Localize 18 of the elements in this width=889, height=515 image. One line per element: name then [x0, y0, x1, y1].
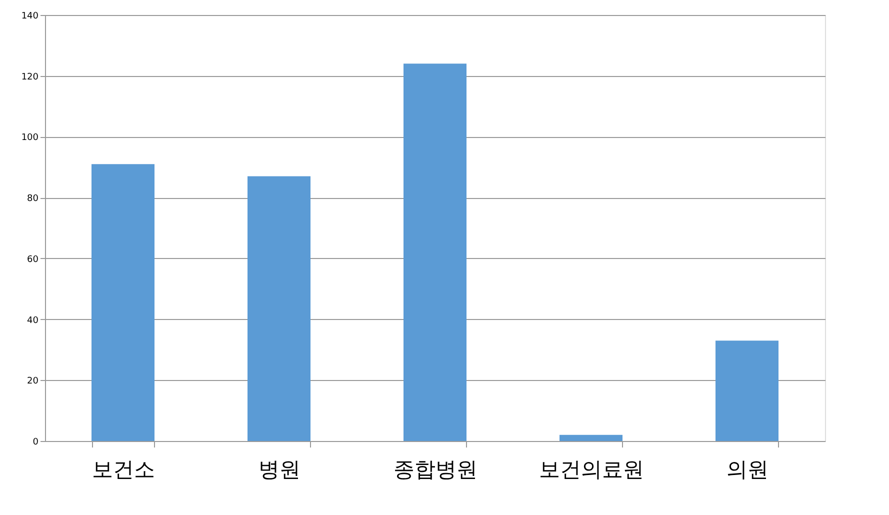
y-tick-label: 80	[27, 194, 39, 204]
bar	[92, 164, 154, 441]
bar	[716, 340, 778, 441]
x-tick-label: 보건소	[92, 458, 155, 482]
x-tick-label: 종합병원	[394, 458, 478, 482]
y-tick-label: 120	[21, 72, 39, 82]
bar	[404, 64, 466, 441]
y-tick-label: 100	[21, 133, 39, 144]
bar	[248, 176, 310, 441]
y-tick-label: 20	[27, 376, 39, 387]
bar	[560, 434, 622, 441]
y-tick-label: 60	[27, 254, 39, 265]
x-tick-label: 보건의료원	[539, 458, 644, 482]
x-tick-label: 병원	[258, 458, 300, 482]
y-tick-label: 40	[27, 316, 39, 326]
y-tick-label: 140	[21, 12, 39, 22]
x-tick-label: 의원	[726, 458, 768, 482]
y-tick-label: 0	[32, 438, 39, 448]
